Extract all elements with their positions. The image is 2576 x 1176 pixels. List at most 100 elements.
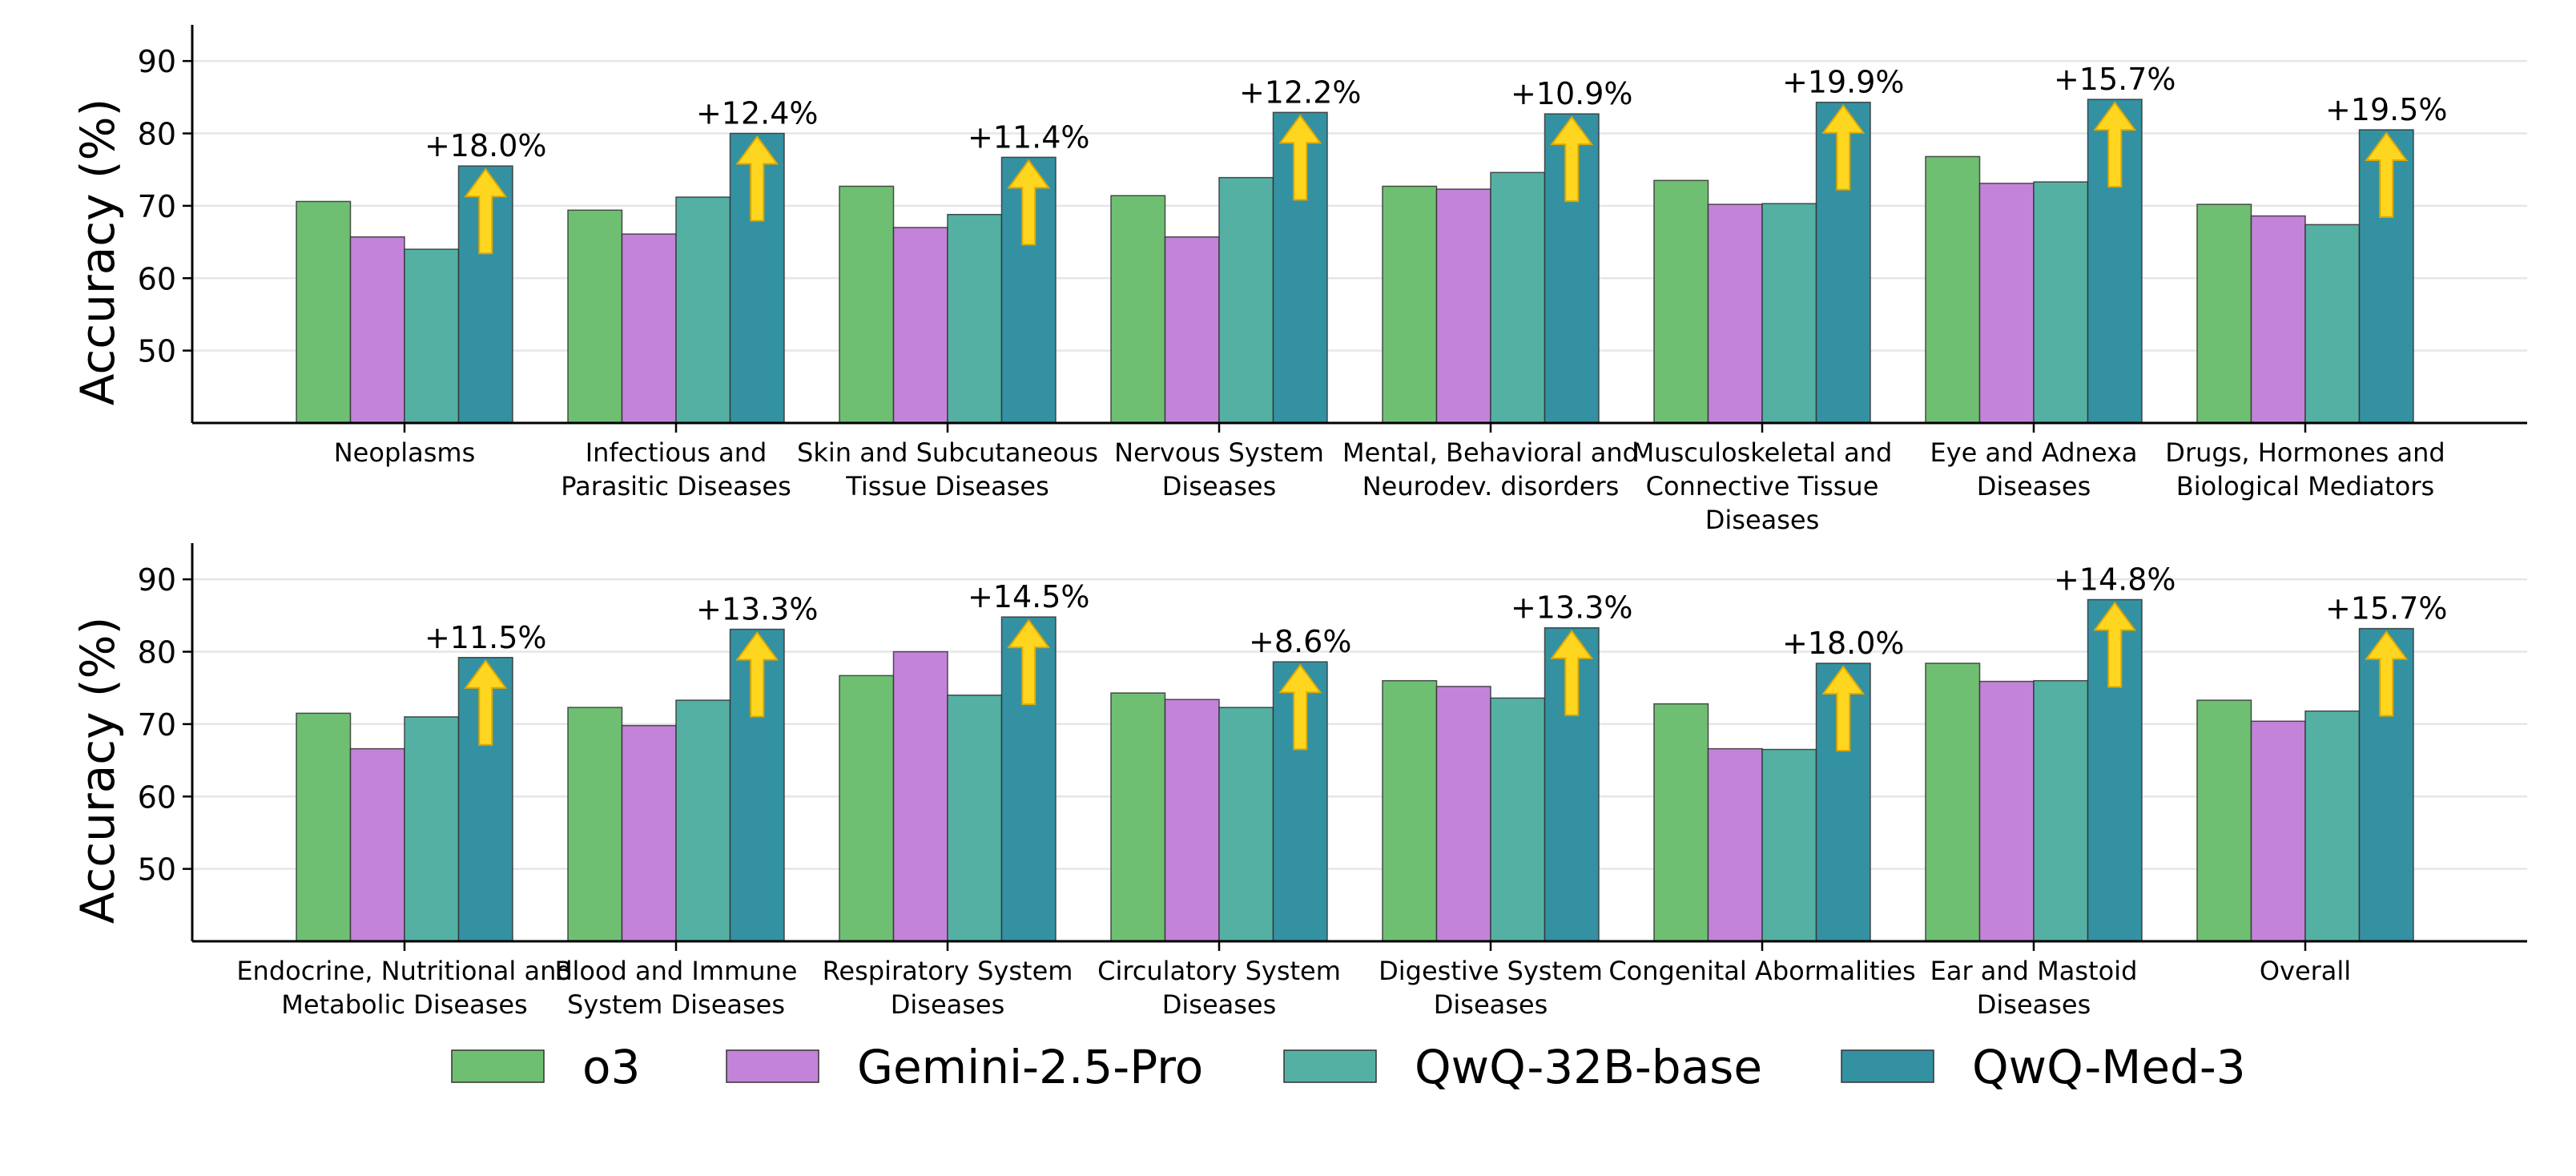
legend-label: Gemini-2.5-Pro bbox=[857, 1040, 1203, 1094]
bar-o3 bbox=[567, 707, 623, 942]
delta-label: +13.3% bbox=[1511, 590, 1633, 626]
bar-qwq-32b-base bbox=[1490, 697, 1546, 942]
bar-o3 bbox=[2196, 203, 2252, 424]
x-tick-label: Neoplasms bbox=[334, 437, 476, 468]
y-tick-label: 60 bbox=[138, 779, 176, 815]
x-tick-label: Ear and Mastoid Diseases bbox=[1930, 956, 2138, 1020]
x-tick-label-line: Neoplasms bbox=[334, 437, 476, 468]
up-arrow-icon bbox=[735, 135, 779, 222]
legend-swatch bbox=[726, 1049, 819, 1083]
panel-bottom: +11.5% Endocrine, Nutritional and Metaboli… bbox=[70, 543, 2527, 1020]
up-arrow-icon bbox=[1007, 618, 1051, 706]
x-tick-label-line: Diseases bbox=[891, 989, 1005, 1020]
x-tick-label-line: Diseases bbox=[1434, 989, 1548, 1020]
bar-gemini-2-5-pro bbox=[892, 227, 948, 424]
y-axis-label: Accuracy (%) bbox=[70, 99, 125, 406]
x-tick-label-line: Musculoskeletal and bbox=[1632, 437, 1893, 468]
y-tick-label: 60 bbox=[138, 261, 176, 296]
legend-label: QwQ-Med-3 bbox=[1972, 1040, 2246, 1094]
x-tick-label-line: Diseases bbox=[1162, 989, 1277, 1020]
up-arrow-icon bbox=[1550, 630, 1594, 716]
x-tick-label-line: Infectious and bbox=[586, 437, 767, 468]
x-tick-label: Circulatory System Diseases bbox=[1097, 956, 1341, 1020]
x-tick-label-line: Neurodev. disorders bbox=[1362, 471, 1620, 501]
x-tick-label: Skin and Subcutaneous Tissue Diseases bbox=[797, 437, 1098, 501]
up-arrow-icon bbox=[2093, 601, 2137, 688]
x-tick-label-line: Overall bbox=[2260, 956, 2351, 986]
up-arrow-icon bbox=[1821, 104, 1866, 191]
y-tick-label: 90 bbox=[138, 44, 176, 79]
up-arrow-icon bbox=[464, 659, 508, 746]
bar-qwq-32b-base bbox=[2033, 181, 2089, 424]
x-tick-label-line: Connective Tissue bbox=[1646, 471, 1879, 501]
bar-gemini-2-5-pro bbox=[2250, 720, 2306, 942]
x-tick-label-line: Tissue Diseases bbox=[845, 471, 1049, 501]
delta-label: +13.3% bbox=[696, 592, 819, 627]
delta-label: +10.9% bbox=[1511, 76, 1633, 111]
x-tick-label: Congenital Abormalities bbox=[1608, 956, 1915, 986]
y-tick-label: 80 bbox=[138, 117, 176, 152]
x-tick-label-line: Eye and Adnexa bbox=[1930, 437, 2138, 468]
bar-o3 bbox=[839, 185, 895, 424]
legend-item: o3 bbox=[451, 1040, 640, 1094]
x-tick-label-line: Respiratory System bbox=[823, 956, 1073, 986]
x-tick-label-line: Endocrine, Nutritional and bbox=[236, 956, 572, 986]
bar-qwq-32b-base bbox=[1218, 176, 1274, 424]
delta-label: +8.6% bbox=[1249, 624, 1351, 659]
bar-qwq-32b-base bbox=[2304, 224, 2361, 424]
bar-gemini-2-5-pro bbox=[1707, 747, 1763, 942]
delta-label: +14.5% bbox=[968, 579, 1090, 614]
up-arrow-icon bbox=[464, 167, 508, 255]
x-tick-label-line: Congenital Abormalities bbox=[1608, 956, 1915, 986]
y-tick-label: 90 bbox=[138, 562, 176, 598]
bar-gemini-2-5-pro bbox=[1435, 686, 1491, 942]
bar-gemini-2-5-pro bbox=[892, 650, 948, 942]
bar-qwq-32b-base bbox=[1761, 203, 1817, 424]
x-tick-label: Endocrine, Nutritional and Metabolic Dise… bbox=[236, 956, 572, 1020]
delta-label: +11.5% bbox=[425, 620, 547, 655]
bar-o3 bbox=[296, 200, 352, 424]
legend-item: QwQ-Med-3 bbox=[1841, 1040, 2246, 1094]
x-tick-label: Mental, Behavioral and Neurodev. disorder… bbox=[1342, 437, 1639, 501]
bar-o3 bbox=[1925, 663, 1981, 942]
bar-o3 bbox=[2196, 699, 2252, 942]
bar-o3 bbox=[1925, 155, 1981, 424]
bar-qwq-32b-base bbox=[947, 695, 1003, 942]
x-tick-label-line: Metabolic Diseases bbox=[281, 989, 527, 1020]
x-tick-label-line: Mental, Behavioral and bbox=[1342, 437, 1639, 468]
x-tick-label: Drugs, Hormones and Biological Mediators bbox=[2165, 437, 2445, 501]
up-arrow-icon bbox=[1550, 115, 1594, 203]
y-tick-label: 50 bbox=[138, 334, 176, 369]
x-tick-label: Digestive System Diseases bbox=[1379, 956, 1603, 1020]
legend-item: QwQ-32B-base bbox=[1283, 1040, 1762, 1094]
bar-qwq-32b-base bbox=[675, 196, 731, 424]
bar-qwq-32b-base bbox=[675, 699, 731, 942]
delta-label: +15.7% bbox=[2325, 591, 2448, 626]
bar-qwq-32b-base bbox=[947, 214, 1003, 424]
bar-o3 bbox=[1653, 179, 1709, 424]
bar-o3 bbox=[839, 675, 895, 942]
x-tick-label-line: Biological Mediators bbox=[2176, 471, 2434, 501]
up-arrow-icon bbox=[2365, 630, 2409, 717]
bar-gemini-2-5-pro bbox=[621, 233, 677, 424]
bar-gemini-2-5-pro bbox=[1978, 680, 2035, 942]
bar-gemini-2-5-pro bbox=[1164, 699, 1220, 942]
y-tick-label: 50 bbox=[138, 852, 176, 888]
y-tick-label: 80 bbox=[138, 635, 176, 671]
bar-qwq-32b-base bbox=[2304, 710, 2361, 942]
delta-label: +12.4% bbox=[696, 96, 819, 131]
x-tick-label: Overall bbox=[2260, 956, 2351, 986]
bar-gemini-2-5-pro bbox=[349, 747, 405, 942]
x-tick-label-line: Nervous System bbox=[1114, 437, 1324, 468]
bar-o3 bbox=[296, 712, 352, 942]
x-tick-label: Infectious and Parasitic Diseases bbox=[561, 437, 791, 501]
up-arrow-icon bbox=[735, 630, 779, 718]
up-arrow-icon bbox=[1278, 114, 1322, 201]
bar-qwq-med-3 bbox=[2087, 598, 2143, 942]
delta-label: +19.9% bbox=[1782, 65, 1905, 100]
bar-qwq-32b-base bbox=[404, 716, 460, 942]
x-tick-label-line: Ear and Mastoid bbox=[1930, 956, 2138, 986]
delta-label: +18.0% bbox=[1782, 626, 1905, 661]
x-tick-label: Eye and Adnexa Diseases bbox=[1930, 437, 2138, 501]
delta-label: +19.5% bbox=[2325, 92, 2448, 127]
